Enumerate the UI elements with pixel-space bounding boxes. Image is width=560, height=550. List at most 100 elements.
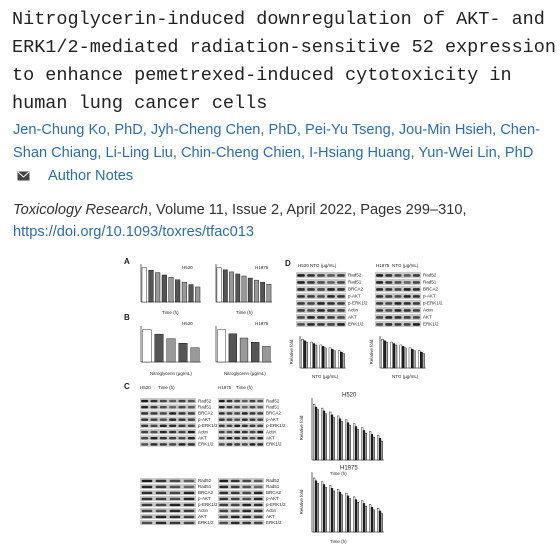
figure-label: Actin (266, 508, 277, 513)
blot-band (242, 503, 252, 507)
blot-band (337, 323, 345, 326)
blot-band (169, 509, 181, 513)
image-bar (392, 343, 396, 369)
image-bar (348, 425, 351, 461)
image-bar (321, 407, 324, 461)
blot-strip (140, 514, 196, 519)
image-bar (380, 513, 383, 533)
image-bar (328, 347, 332, 369)
blot-strip (140, 435, 196, 441)
image-bar (175, 279, 181, 303)
blot-band (169, 491, 181, 495)
blot-band (183, 515, 195, 519)
authors[interactable]: Jen-Chung Ko, PhD, Jyh-Cheng Chen, PhD, … (13, 122, 540, 161)
blot-band (150, 399, 158, 403)
blot-band (141, 515, 153, 519)
blot-band (187, 430, 195, 434)
image-bar (260, 281, 266, 303)
blot-band (337, 316, 345, 319)
blot-band (412, 316, 420, 319)
blot-band (376, 323, 384, 326)
blot-band (183, 479, 195, 483)
blot-band (219, 485, 229, 489)
figure-label: Nitroglycerin (μg/mL) (150, 371, 192, 376)
blot-band (317, 274, 325, 277)
figure-label: Relative fold (289, 339, 294, 364)
blot-band (226, 424, 233, 428)
image-bar (241, 275, 247, 303)
blot-band (141, 418, 149, 421)
blot-band (297, 295, 305, 298)
blot-strip (140, 490, 196, 495)
blot-strip (218, 496, 264, 501)
image-bar (314, 406, 318, 461)
blot-band (257, 430, 264, 434)
blot-strip (140, 520, 196, 525)
blot-band (219, 503, 229, 507)
blot-band (226, 406, 233, 409)
blot-strip (140, 441, 196, 447)
blot-band (317, 323, 325, 326)
image-bar (316, 409, 319, 461)
image-bar (314, 480, 318, 533)
image-bar (354, 499, 358, 533)
image-bar (148, 269, 154, 303)
blot-band (317, 302, 325, 305)
image-bar (348, 498, 351, 533)
blot-band (327, 288, 335, 291)
blot-band (241, 399, 248, 403)
image-bar (390, 341, 393, 369)
image-bar (303, 340, 306, 369)
blot-band (226, 430, 233, 434)
blot-strip (218, 435, 264, 441)
blot-band (219, 491, 229, 495)
image-bar (332, 490, 335, 533)
figure-label: Rad51 (348, 280, 362, 285)
blot-band (141, 491, 153, 495)
image-bar (369, 431, 372, 461)
image-bar (381, 339, 384, 369)
blot-band (226, 399, 233, 403)
citation-details: , Volume 11, Issue 2, April 2022, Pages … (147, 202, 467, 218)
blot-band (219, 497, 229, 501)
blot-band (376, 288, 384, 291)
blot-band (242, 521, 252, 525)
blot-band (249, 443, 256, 446)
doi-link[interactable]: https://doi.org/10.1093/toxres/tfac013 (13, 224, 254, 240)
blot-band (307, 281, 315, 284)
mail-icon[interactable] (17, 171, 30, 181)
figure-label: Rad51 (198, 404, 212, 409)
figure-label: Time (h) (330, 539, 347, 544)
blot-strip (218, 422, 264, 428)
image-bar (314, 344, 318, 369)
image-bar (364, 433, 367, 461)
image-bar (413, 350, 416, 369)
blot-strip (218, 441, 264, 447)
blot-band (159, 399, 167, 403)
blot-band (183, 491, 195, 495)
blot-band (297, 309, 305, 312)
blot-band (141, 497, 153, 501)
blot-band (169, 485, 181, 489)
image-bar (408, 347, 412, 369)
figure-label: NTG (μg/mL) (392, 374, 419, 379)
figure-label: NTG (μg/mL) (312, 374, 339, 379)
image-bar (372, 436, 375, 461)
blot-band (317, 309, 325, 312)
blot-band (141, 443, 149, 446)
figure-label: Time (h) (330, 471, 347, 476)
blot-band (169, 412, 177, 415)
figure-label: p-ERK1/2 (198, 423, 218, 428)
image-bar (333, 350, 336, 369)
blot-band (307, 288, 315, 291)
blot-band (337, 288, 345, 291)
author-notes[interactable]: Author Notes (48, 168, 134, 184)
blot-band (394, 309, 402, 312)
journal[interactable]: Toxicology Research (13, 202, 148, 218)
image-bar (399, 344, 403, 369)
image-bar (329, 485, 332, 533)
figure-label: H520 (182, 321, 193, 326)
blot-band (234, 443, 241, 446)
figure-label: BRCA2 (266, 490, 282, 495)
image-bar (383, 340, 386, 369)
